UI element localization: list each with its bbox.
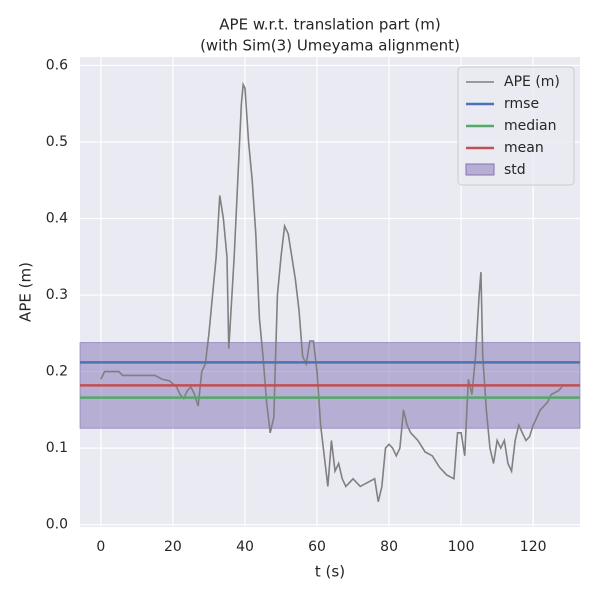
x-tick-label: 80	[380, 539, 398, 555]
y-axis-label: APE (m)	[17, 262, 35, 322]
x-tick-label: 100	[448, 539, 475, 555]
y-tick-label: 0.0	[46, 517, 68, 533]
x-axis-label: t (s)	[315, 563, 345, 581]
x-tick-label: 40	[236, 539, 254, 555]
x-tick-label: 20	[164, 539, 182, 555]
chart-title: APE w.r.t. translation part (m)	[219, 16, 440, 34]
chart-subtitle: (with Sim(3) Umeyama alignment)	[200, 37, 460, 55]
legend-label: median	[504, 118, 556, 134]
y-tick-label: 0.4	[46, 211, 68, 227]
y-tick-label: 0.6	[46, 57, 68, 73]
legend-label: APE (m)	[504, 74, 560, 90]
x-tick-label: 120	[520, 539, 547, 555]
legend-label: rmse	[504, 96, 539, 112]
legend-label: mean	[504, 140, 544, 156]
x-tick-label: 0	[96, 539, 105, 555]
x-tick-label: 60	[308, 539, 326, 555]
y-tick-label: 0.2	[46, 364, 68, 380]
y-tick-label: 0.3	[46, 287, 68, 303]
legend-swatch	[465, 163, 495, 176]
data-line	[100, 81, 563, 502]
legend-label: std	[504, 162, 526, 178]
legend-box	[457, 66, 575, 186]
y-tick-label: 0.1	[46, 440, 68, 456]
y-tick-label: 0.5	[46, 134, 68, 150]
